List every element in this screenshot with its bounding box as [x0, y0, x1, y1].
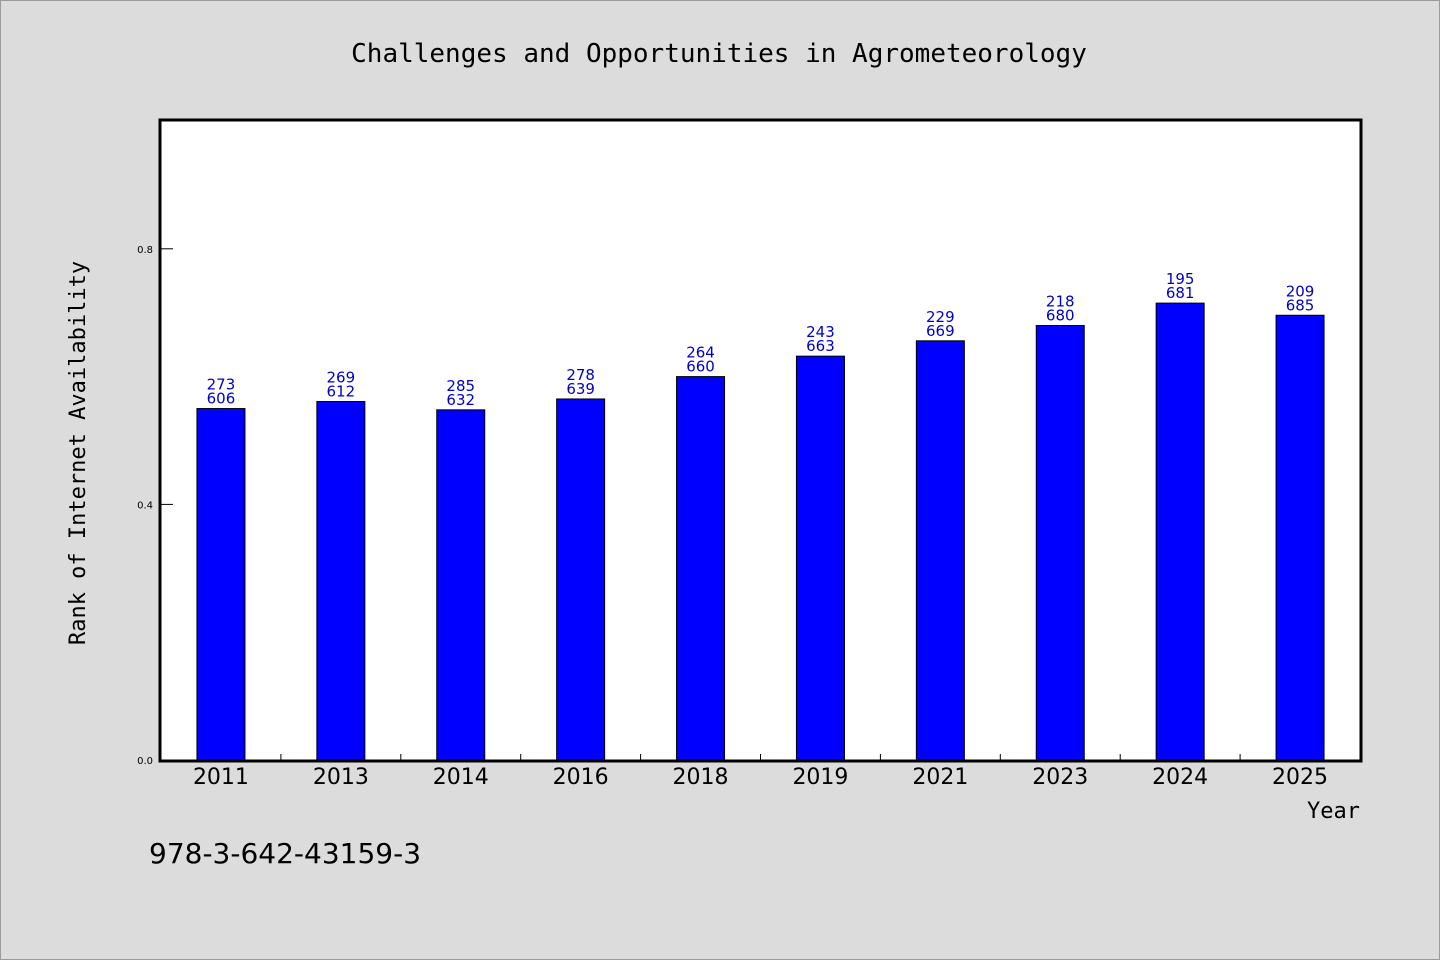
data-label-bottom: 612	[327, 383, 356, 401]
x-axis-label: Year	[1307, 799, 1360, 824]
bar-2025	[1275, 314, 1325, 761]
data-label-bottom: 663	[806, 337, 835, 355]
y-axis-label: Rank of Internet Availability	[66, 261, 91, 645]
data-label-bottom: 632	[446, 391, 475, 409]
data-label-top: 229	[926, 308, 955, 326]
bar-2023	[1035, 324, 1085, 761]
data-label-top: 218	[1046, 292, 1075, 310]
bar-2024	[1155, 302, 1205, 761]
x-tick-label: 2021	[912, 765, 968, 790]
y-tick-label: 0.8	[137, 245, 153, 256]
data-label-top: 285	[446, 377, 475, 395]
data-label-bottom: 639	[566, 380, 595, 398]
x-tick-label: 2025	[1272, 765, 1328, 790]
x-tick-label: 2011	[193, 765, 249, 790]
bar-2014	[436, 409, 486, 761]
y-axis-ticks: 0.0 0.4 0.8	[137, 245, 173, 767]
bar-series	[196, 302, 1325, 761]
data-label-top: 209	[1286, 282, 1315, 300]
data-label-bottom: 681	[1166, 284, 1195, 302]
isbn-footnote: 978-3-642-43159-3	[149, 837, 421, 870]
x-axis-ticks: 2011 2013 2014 2016 2018 2019 2021 2023 2024 2025	[193, 754, 1328, 790]
x-tick-label: 2024	[1152, 765, 1208, 790]
x-tick-label: 2023	[1032, 765, 1088, 790]
x-tick-label: 2018	[673, 765, 729, 790]
x-tick-label: 2016	[553, 765, 609, 790]
bar-2013	[316, 401, 366, 761]
data-label-bottom: 660	[686, 358, 715, 376]
bar-2019	[795, 355, 845, 761]
data-label-top: 264	[686, 344, 715, 362]
data-label-top: 243	[806, 323, 835, 341]
data-label-bottom: 680	[1046, 306, 1075, 324]
bar-2016	[556, 398, 606, 761]
data-label-top: 273	[207, 376, 236, 394]
data-label-top: 278	[566, 366, 595, 384]
y-tick-label: 0.0	[137, 756, 153, 767]
chart-title: Challenges and Opportunities in Agromete…	[351, 39, 1087, 69]
bar-2021	[915, 340, 965, 761]
data-label-top: 195	[1166, 270, 1195, 288]
x-tick-label: 2019	[792, 765, 848, 790]
x-tick-label: 2013	[313, 765, 369, 790]
data-label-bottom: 669	[926, 322, 955, 340]
bar-2018	[676, 376, 726, 761]
bar-2011	[196, 408, 246, 761]
data-label-bottom: 685	[1286, 296, 1315, 314]
y-tick-label: 0.4	[137, 500, 153, 511]
x-tick-label: 2014	[433, 765, 489, 790]
data-label-top: 269	[327, 369, 356, 387]
data-label-bottom: 606	[207, 390, 236, 408]
